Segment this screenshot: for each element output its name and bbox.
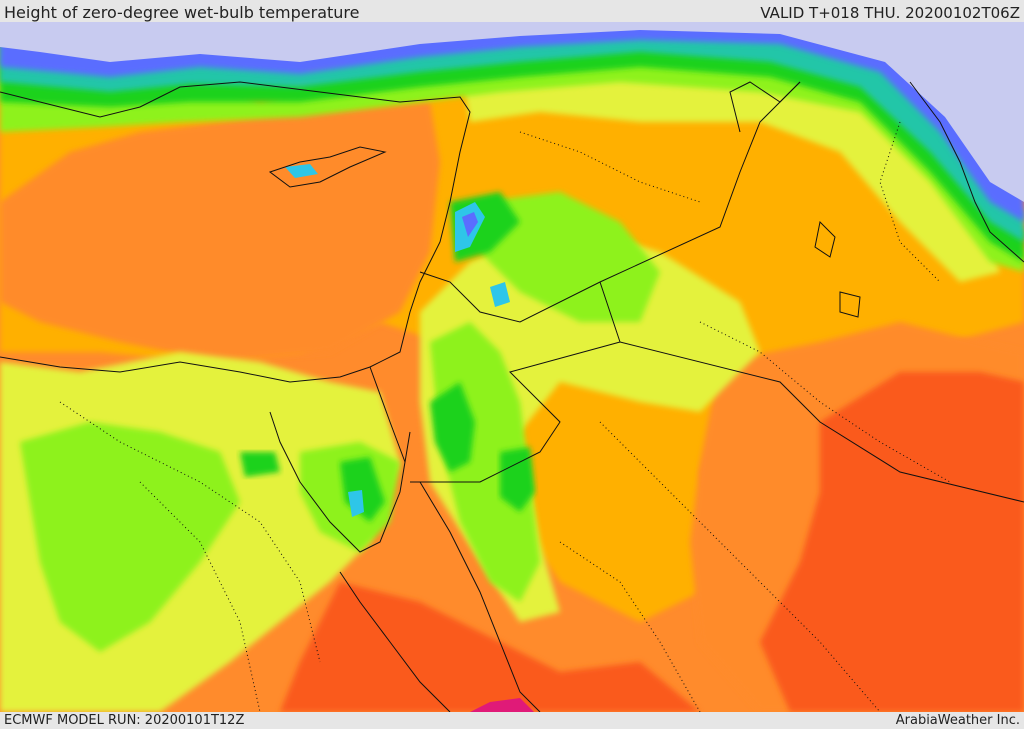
green-zone-egypt: [240, 452, 280, 477]
credit-label: ArabiaWeather Inc.: [895, 713, 1020, 728]
province-borders: [59, 121, 951, 712]
lime-zone-egypt: [20, 422, 240, 652]
green-zone-coast: [0, 32, 1024, 262]
magenta-zone: [470, 698, 534, 712]
cyan-sinai-spot: [348, 490, 364, 517]
country-borders: [369, 81, 1024, 503]
forecast-map: [0, 22, 1024, 712]
map-title: Height of zero-degree wet-bulb temperatu…: [4, 3, 360, 22]
snow-level-zone: [0, 22, 1024, 202]
valid-time-label: VALID T+018 THU. 20200102T06Z: [760, 4, 1020, 22]
footer-bar: ECMWF MODEL RUN: 20200101T12Z ArabiaWeat…: [0, 712, 1024, 729]
red-orange-zone-south: [280, 582, 700, 712]
cyan-cyprus-spot: [285, 164, 318, 178]
map-svg: [0, 22, 1024, 712]
red-orange-zone-east: [760, 372, 1024, 712]
blue-lebanon-spot: [462, 212, 478, 237]
green-zone-jordan: [500, 447, 535, 512]
teal-strip-north: [0, 27, 1024, 242]
green-zone-levant: [430, 382, 475, 472]
lime-zone-syria: [480, 192, 660, 322]
model-run-label: ECMWF MODEL RUN: 20200101T12Z: [4, 713, 245, 728]
header-bar: Height of zero-degree wet-bulb temperatu…: [0, 0, 1024, 22]
cyan-hermon-spot: [490, 282, 510, 307]
coastlines: [0, 81, 1024, 712]
sea-orange-zone: [0, 102, 440, 362]
lime-zone-north-coast: [0, 42, 1024, 272]
